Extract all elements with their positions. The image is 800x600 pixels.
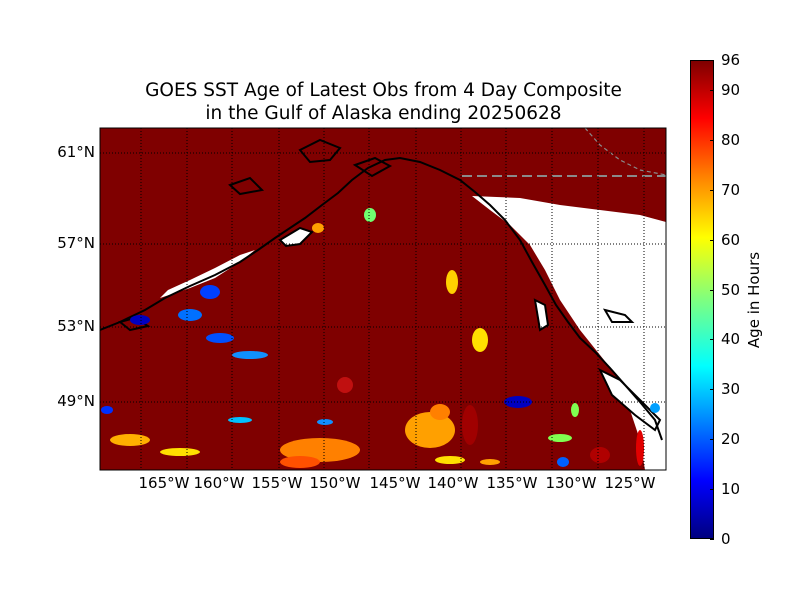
land-vancouver-island: [600, 370, 660, 430]
colorbar-tick-mark: [710, 339, 714, 341]
colorbar-tick-mark: [710, 89, 714, 91]
colorbar-tick-mark: [710, 539, 714, 540]
lat-label-53n: 53°N: [57, 317, 95, 335]
colorbar-tick-label: 20: [721, 430, 741, 449]
lon-label-145w: 145°W: [369, 474, 421, 492]
graticule: [100, 128, 666, 470]
lon-label-155w: 155°W: [251, 474, 303, 492]
colorbar-tick-mark: [710, 139, 714, 141]
colorbar-tick-label: 60: [721, 230, 741, 249]
lon-label-165w: 165°W: [138, 474, 190, 492]
lon-label-150w: 150°W: [309, 474, 361, 492]
colorbar-tick-mark: [710, 439, 714, 441]
sst-age-patches: [101, 208, 660, 468]
colorbar-tick-label: 50: [721, 280, 741, 299]
colorbar-tick-label: 30: [721, 380, 741, 399]
colorbar-tick-mark: [710, 289, 714, 291]
colorbar-tick-label: 70: [721, 180, 741, 199]
land-bc-mainland: [472, 196, 666, 470]
colorbar-tick-label: 40: [721, 330, 741, 349]
colorbar-tick-label: 80: [721, 130, 741, 149]
lat-label-49n: 49°N: [57, 392, 95, 410]
colorbar-tick-mark: [710, 60, 714, 61]
land-kodiak: [280, 228, 312, 246]
map-title-line2: in the Gulf of Alaska ending 20250628: [205, 103, 562, 124]
lon-label-130w: 130°W: [545, 474, 597, 492]
land-alaska-peninsula: [160, 250, 255, 298]
colorbar-tick-label: 0: [721, 530, 731, 548]
colorbar-tick-mark: [710, 189, 714, 191]
colorbar-tick-mark: [710, 239, 714, 241]
lon-label-135w: 135°W: [486, 474, 538, 492]
international-border-north: [584, 128, 666, 176]
lat-label-57n: 57°N: [57, 234, 95, 252]
colorbar-label: Age in Hours: [745, 251, 763, 349]
colorbar: [690, 60, 714, 539]
lon-label-140w: 140°W: [427, 474, 479, 492]
lon-label-160w: 160°W: [193, 474, 245, 492]
colorbar-tick-label: 10: [721, 480, 741, 499]
lon-label-125w: 125°W: [604, 474, 656, 492]
colorbar-tick-mark: [710, 389, 714, 391]
map-title-line1: GOES SST Age of Latest Obs from 4 Day Co…: [145, 80, 622, 101]
colorbar-tick-mark: [710, 489, 714, 491]
colorbar-tick-label: 90: [721, 80, 741, 99]
colorbar-tick-label: 96: [721, 51, 741, 69]
lat-label-61n: 61°N: [57, 143, 95, 161]
map-frame: [99, 127, 667, 471]
